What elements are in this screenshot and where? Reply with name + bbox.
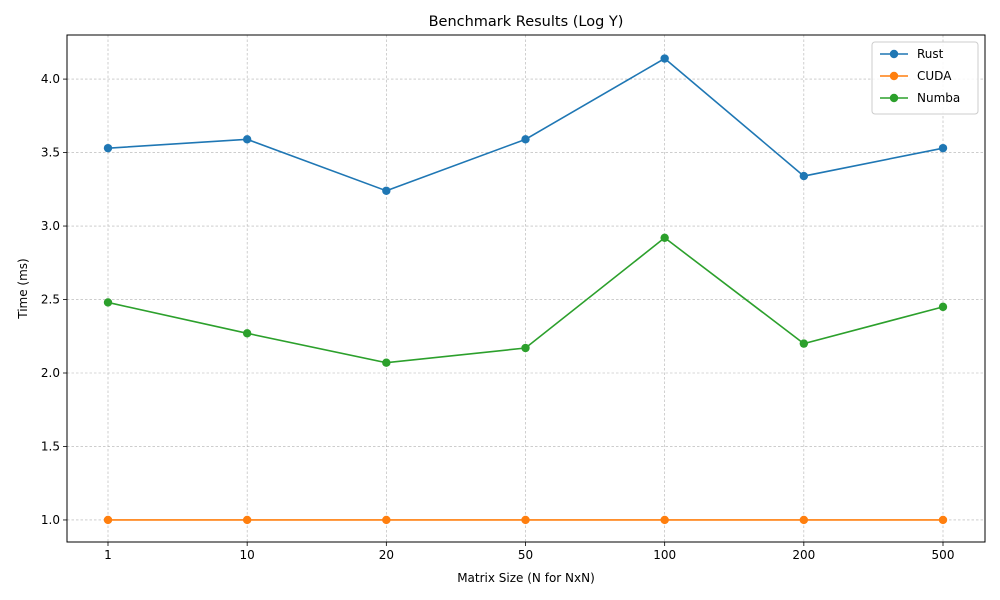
legend-swatch-marker-rust	[889, 49, 899, 59]
legend-item-numba: Numba	[880, 91, 960, 105]
data-point-numba	[938, 302, 948, 312]
data-point-cuda	[938, 515, 948, 525]
x-tick-label: 1	[104, 548, 112, 562]
data-point-cuda	[103, 515, 113, 525]
data-point-rust	[382, 186, 391, 195]
series-rust	[103, 54, 948, 195]
y-tick-label: 3.5	[41, 146, 60, 160]
data-point-rust	[799, 171, 809, 181]
legend-label-numba: Numba	[917, 91, 960, 105]
data-point-rust	[521, 135, 530, 144]
y-tick-label: 4.0	[41, 72, 60, 86]
data-point-numba	[799, 339, 809, 348]
data-point-cuda	[799, 515, 809, 525]
data-point-numba	[521, 343, 530, 353]
series-cuda	[103, 515, 948, 525]
legend-swatch-marker-cuda	[889, 71, 899, 81]
x-tick-label: 200	[792, 548, 815, 562]
legend-item-rust: Rust	[880, 47, 944, 61]
legend-swatch-marker-numba	[889, 93, 899, 103]
x-tick-label: 100	[653, 548, 676, 562]
y-tick-label: 2.0	[41, 366, 60, 380]
series-numba	[103, 233, 948, 367]
legend: Rust CUDA Numba	[871, 41, 979, 115]
x-axis-label: Matrix Size (N for NxN)	[457, 571, 595, 585]
data-point-numba	[660, 233, 669, 242]
data-point-rust	[242, 135, 252, 144]
legend-label-rust: Rust	[917, 47, 944, 61]
data-point-cuda	[242, 515, 252, 525]
data-point-numba	[103, 298, 113, 307]
data-point-rust	[938, 143, 948, 153]
x-tick-label: 500	[932, 548, 955, 562]
data-point-rust	[660, 54, 669, 63]
chart-title: Benchmark Results (Log Y)	[429, 14, 624, 30]
x-tick-label: 50	[518, 548, 533, 562]
data-point-numba	[242, 329, 252, 338]
y-tick-label: 3.0	[41, 219, 60, 233]
series-layer	[103, 54, 948, 525]
data-point-cuda	[521, 515, 530, 525]
data-point-cuda	[660, 515, 669, 525]
axis-ticks: 1 10 20 50 100 200 500 1.0 1.5 2.0 2.5 3.0 3.5 4.0	[41, 72, 955, 562]
grid	[67, 35, 985, 542]
plot-area	[66, 34, 986, 543]
legend-item-cuda: CUDA	[880, 69, 952, 83]
y-tick-label: 1.0	[41, 513, 60, 527]
y-axis-label: Time (ms)	[16, 258, 30, 320]
legend-box	[871, 41, 979, 115]
data-point-cuda	[382, 515, 391, 525]
data-point-rust	[103, 143, 113, 153]
data-point-numba	[382, 358, 391, 367]
x-tick-label: 10	[240, 548, 255, 562]
legend-label-cuda: CUDA	[917, 69, 952, 83]
y-tick-label: 1.5	[41, 439, 60, 453]
x-tick-label: 20	[379, 548, 394, 562]
y-tick-label: 2.5	[41, 293, 60, 307]
